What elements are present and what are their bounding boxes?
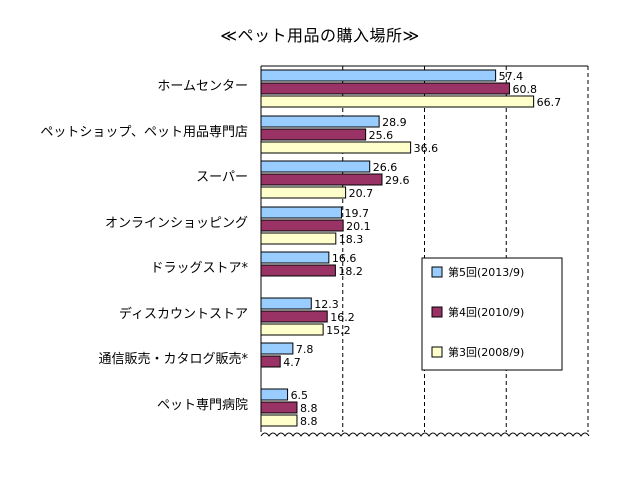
bar [260, 173, 383, 186]
category-label: ドラッグストア* [150, 261, 248, 276]
bar [260, 251, 330, 264]
value-label: 28.9 [382, 116, 407, 129]
value-label: 18.2 [338, 265, 363, 278]
legend-box [421, 257, 563, 371]
value-label: 66.7 [537, 96, 562, 109]
value-label: 12.3 [314, 298, 339, 311]
bar [260, 414, 298, 427]
category-label: オンラインショッピング [105, 216, 248, 231]
bar [260, 82, 511, 95]
legend-label: 第3回(2008/9) [448, 345, 524, 359]
bar [260, 186, 347, 199]
value-label: 26.6 [373, 161, 398, 174]
bar [260, 355, 281, 368]
value-label: 18.3 [339, 233, 364, 246]
value-label: 20.1 [346, 220, 371, 233]
legend-label: 第4回(2010/9) [448, 305, 524, 319]
bar [260, 115, 380, 128]
value-label: 6.5 [291, 389, 309, 402]
value-label: 60.8 [513, 83, 538, 96]
bar [260, 342, 294, 355]
chart-title: ≪ペット用品の購入場所≫ [220, 26, 420, 45]
category-label: 通信販売・カタログ販売* [98, 351, 248, 367]
value-label: 16.6 [332, 252, 357, 265]
value-label: 36.6 [414, 142, 439, 155]
category-label: ホームセンター [157, 79, 248, 94]
legend-swatch [431, 346, 443, 358]
value-label: 15.2 [326, 324, 351, 337]
category-label: ペット専門病院 [157, 398, 248, 413]
bar [260, 95, 535, 108]
bar [260, 401, 298, 414]
bar [260, 219, 344, 232]
value-label: 20.7 [349, 187, 374, 200]
value-label: 4.7 [283, 356, 301, 369]
bar [260, 388, 289, 401]
value-label: 29.6 [385, 174, 410, 187]
axis-break-wave [260, 432, 590, 437]
value-label: 7.8 [296, 343, 314, 356]
legend-swatch [431, 306, 443, 318]
value-label: 19.7 [345, 207, 370, 220]
value-label: 57.4 [499, 70, 524, 83]
category-label: ディスカウントストア [119, 306, 248, 322]
bar [260, 160, 371, 173]
value-label: 25.6 [369, 129, 394, 142]
value-label: 8.8 [300, 402, 318, 415]
bar [260, 232, 337, 245]
bar [260, 264, 336, 277]
legend-label: 第5回(2013/9) [448, 265, 524, 279]
bar [260, 206, 343, 219]
bar [260, 310, 328, 323]
bar [260, 69, 497, 82]
category-label: スーパー [196, 170, 248, 185]
bar [260, 128, 367, 141]
bar [260, 323, 324, 336]
value-label: 16.2 [330, 311, 355, 324]
bar [260, 141, 412, 154]
category-label: ペットショップ、ペット用品専門店 [40, 125, 248, 140]
legend-swatch [431, 266, 443, 278]
value-label: 8.8 [300, 415, 318, 428]
bar [260, 297, 312, 310]
